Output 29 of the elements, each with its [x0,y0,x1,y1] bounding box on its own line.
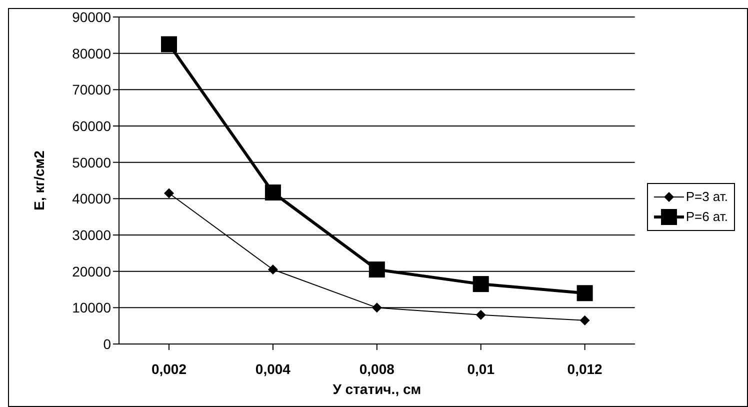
point [372,302,382,313]
point [164,188,174,198]
x-tick-label: 0,004 [255,360,291,377]
x-tick-label: 0,002 [151,360,187,377]
x-tick-label: 0,01 [467,360,495,377]
point [580,315,590,326]
point [264,184,281,200]
x-axis-title: У статич., см [332,381,422,397]
y-tick-label: 50000 [72,154,112,170]
legend-label: P=6 ат. [686,209,728,224]
point [368,262,385,278]
legend-label: P=3 ат. [686,189,728,204]
y-tick-label: 10000 [72,300,112,316]
y-tick-label: 80000 [72,45,112,62]
y-tick-label: 20000 [72,263,112,280]
point [576,285,593,302]
y-axis-title: E, кг/см2 [30,150,47,210]
y-tick-label: 40000 [72,190,112,207]
y-tick-label: 60000 [72,118,112,134]
point [472,276,489,292]
y-tick-label: 70000 [72,82,112,98]
x-tick-label: 0,008 [359,360,395,377]
y-tick-label: 30000 [72,226,112,243]
y-tick-label: 0 [103,336,112,352]
point [161,36,177,52]
point [268,264,278,275]
y-tick-label: 90000 [72,8,112,25]
point [476,310,486,320]
x-tick-label: 0,012 [567,360,603,377]
